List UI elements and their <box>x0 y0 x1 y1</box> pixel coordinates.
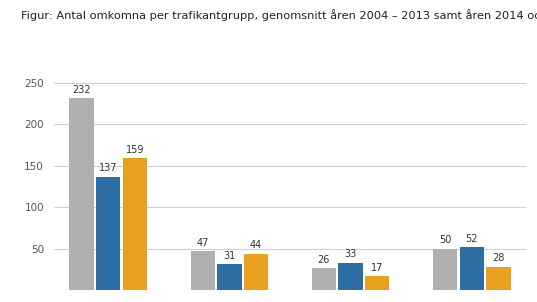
Text: 17: 17 <box>371 262 383 272</box>
Bar <box>338 263 362 290</box>
Bar <box>217 264 242 290</box>
Text: 52: 52 <box>466 233 478 244</box>
Text: 232: 232 <box>72 85 91 95</box>
Bar <box>433 249 457 290</box>
Bar <box>487 267 511 290</box>
Bar <box>191 251 215 290</box>
Bar <box>69 98 93 290</box>
Bar <box>123 158 147 290</box>
Text: 47: 47 <box>197 238 209 248</box>
Text: Figur: Antal omkomna per trafikantgrupp, genomsnitt åren 2004 – 2013 samt åren 2: Figur: Antal omkomna per trafikantgrupp,… <box>21 9 537 21</box>
Text: 28: 28 <box>492 253 505 263</box>
Text: 159: 159 <box>126 145 144 155</box>
Bar <box>96 177 120 290</box>
Bar <box>365 276 389 290</box>
Bar <box>460 247 484 290</box>
Text: 44: 44 <box>250 240 262 250</box>
Text: 137: 137 <box>99 163 118 173</box>
Text: 33: 33 <box>344 249 357 259</box>
Text: 50: 50 <box>439 235 451 245</box>
Bar <box>244 253 268 290</box>
Text: 26: 26 <box>318 255 330 265</box>
Text: 31: 31 <box>223 251 236 261</box>
Bar <box>312 268 336 290</box>
